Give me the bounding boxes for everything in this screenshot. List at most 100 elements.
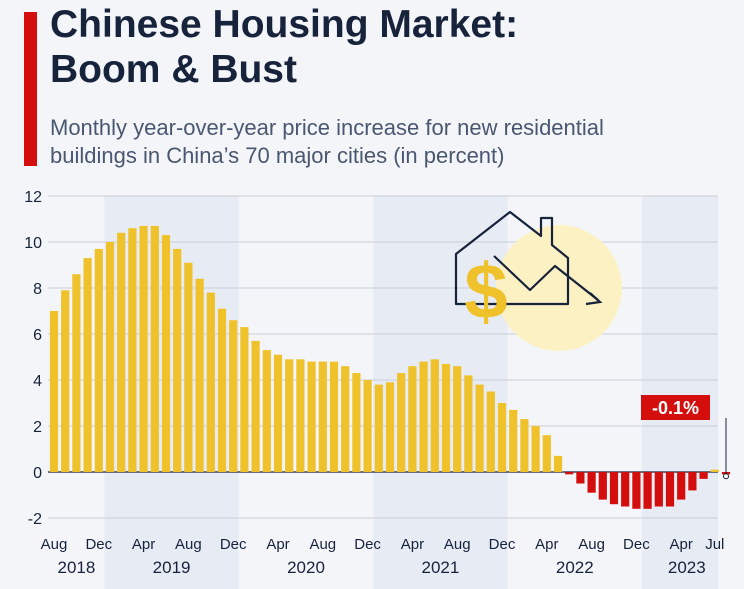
bar	[565, 472, 574, 475]
x-year-label: 2023	[668, 558, 706, 577]
bar	[643, 472, 652, 509]
bar	[117, 232, 126, 472]
bar	[486, 391, 495, 472]
y-tick-label: 8	[33, 281, 42, 298]
bar	[632, 472, 641, 509]
house-outline-icon	[454, 210, 570, 306]
bar	[139, 225, 148, 472]
bars	[49, 225, 731, 509]
bar	[374, 384, 383, 472]
bar	[419, 361, 428, 472]
chart-title-line-2: Boom & Bust	[50, 48, 297, 91]
bar	[688, 472, 697, 491]
bar	[408, 366, 417, 472]
x-tick-label: Apr	[670, 536, 693, 553]
bar	[49, 311, 59, 472]
x-tick-label: Apr	[266, 536, 289, 553]
x-axis: Aug Dec Apr Aug Dec Apr Aug Dec Apr Aug Dec Apr Aug D…	[41, 536, 725, 577]
bar	[251, 340, 260, 472]
x-year-label: 2019	[153, 558, 191, 577]
bar	[94, 248, 103, 472]
bar	[72, 274, 81, 472]
bar	[285, 359, 294, 472]
bar	[609, 472, 619, 505]
bar	[273, 354, 283, 472]
year-band-2021	[373, 196, 508, 589]
bar	[363, 380, 372, 472]
bar	[520, 419, 529, 472]
x-tick-label: Aug	[175, 536, 202, 553]
y-axis: -2 0 2 4 6 8 10 12	[24, 189, 42, 528]
bar	[509, 409, 518, 472]
bar	[105, 242, 115, 472]
x-tick-label: Aug	[41, 536, 68, 553]
x-tick-label: Dec	[489, 536, 516, 553]
bar	[464, 375, 473, 472]
bar	[677, 472, 686, 500]
falling-trend-arrow-icon	[493, 255, 599, 301]
x-tick-label: Dec	[220, 536, 247, 553]
bar	[240, 327, 249, 472]
bar	[542, 435, 551, 472]
y-tick-label: 10	[24, 235, 42, 252]
year-bands	[104, 196, 718, 589]
y-tick-label: 6	[33, 327, 42, 344]
y-tick-label: 2	[33, 419, 42, 436]
bar	[184, 262, 193, 472]
bar	[262, 350, 271, 472]
bar	[598, 472, 607, 500]
y-tick-label: 12	[24, 189, 42, 206]
value-callout: -0.1%	[641, 395, 729, 480]
bar	[621, 472, 630, 507]
bar	[385, 382, 395, 472]
chart-title-line-1: Chinese Housing Market:	[50, 3, 519, 46]
chart-title: Chinese Housing Market: Boom & Bust	[50, 2, 740, 92]
bar	[173, 248, 182, 472]
title-accent-bar	[24, 12, 37, 166]
bar	[229, 320, 238, 472]
bar	[83, 258, 92, 472]
y-tick-label: -2	[28, 511, 42, 528]
x-tick-label: Aug	[444, 536, 471, 553]
bar	[61, 290, 70, 472]
bar	[475, 384, 484, 472]
bar	[352, 373, 361, 472]
x-tick-label: Dec	[354, 536, 381, 553]
bar	[699, 472, 708, 479]
x-year-label: 2018	[57, 558, 95, 577]
y-tick-label: 0	[33, 465, 42, 482]
x-tick-label: Jul	[705, 536, 724, 553]
bar	[318, 361, 327, 472]
callout-marker	[723, 473, 729, 480]
x-tick-label: Dec	[623, 536, 650, 553]
bar	[128, 228, 137, 472]
bar	[430, 359, 439, 472]
bar	[710, 469, 719, 472]
callout-label: -0.1%	[652, 398, 699, 418]
x-tick-label: Dec	[85, 536, 112, 553]
bar	[397, 373, 406, 472]
bar	[206, 292, 215, 472]
bar	[161, 235, 171, 472]
bar	[654, 472, 663, 507]
bar	[587, 472, 596, 493]
x-year-label: 2020	[287, 558, 325, 577]
bar	[553, 455, 563, 472]
x-year-label: 2021	[421, 558, 459, 577]
year-band-2023	[642, 196, 718, 589]
bar	[341, 366, 350, 472]
bar	[665, 472, 675, 507]
chart-subtitle: Monthly year-over-year price increase fo…	[50, 114, 740, 170]
x-tick-label: Aug	[309, 536, 336, 553]
bar	[453, 366, 462, 472]
bar	[195, 278, 204, 472]
callout-box	[641, 395, 710, 420]
chart-subtitle-line-2: buildings in China’s 70 major cities (in…	[50, 143, 505, 168]
bar	[576, 472, 585, 484]
year-band-2019	[104, 196, 239, 589]
bar	[296, 359, 305, 472]
x-tick-label: Aug	[578, 536, 605, 553]
arrow-head-icon	[585, 292, 603, 306]
bar	[307, 361, 316, 472]
